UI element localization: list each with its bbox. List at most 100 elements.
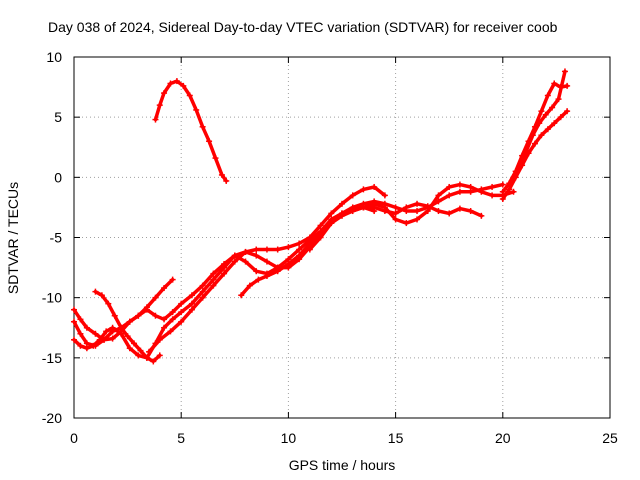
data-point [263,258,270,265]
data-point [92,342,99,349]
x-tick-label: 15 [388,430,404,446]
data-point [186,92,193,99]
data-point [143,304,150,311]
x-tick-label: 10 [281,430,297,446]
data-point [339,210,345,217]
data-point [199,294,206,301]
data-point [536,120,543,127]
data-point [446,210,453,217]
data-point [489,183,496,190]
series-arc-3 [71,200,485,361]
data-point [83,324,90,331]
series-arc-7 [238,181,517,299]
series-line [72,202,484,360]
data-point [435,192,442,199]
data-point [210,276,217,283]
data-point [317,222,324,229]
series-arc-10 [499,108,571,202]
data-point [381,200,388,207]
data-point [456,205,463,212]
data-point [135,352,142,359]
data-point [274,246,281,253]
y-tick-label: 0 [54,169,62,185]
data-point [263,246,270,253]
series-arc-11 [510,68,568,181]
data-point [253,268,260,275]
data-point [212,155,219,162]
data-point [446,183,453,190]
data-point [446,192,453,199]
data-point [561,68,568,75]
data-point [371,198,378,205]
data-point [143,354,150,361]
data-point [306,246,313,253]
data-point [317,234,324,241]
y-tick-label: 10 [46,49,62,65]
data-point [199,282,206,289]
x-tick-label: 0 [70,430,78,446]
data-point [101,336,108,343]
data-point [551,80,558,87]
x-tick-label: 20 [495,430,511,446]
data-point [467,188,474,195]
data-point [71,318,77,325]
data-point [414,200,421,207]
data-point [531,140,538,147]
data-point [103,328,110,335]
data-point [456,188,463,195]
series-arc-5 [92,288,163,365]
data-point [456,181,463,188]
data-point [169,309,176,316]
x-axis-label: GPS time / hours [289,457,396,473]
data-point [92,288,99,295]
data-point [435,198,442,205]
data-point [178,318,185,325]
series-arc-1 [152,78,230,184]
data-point [435,208,442,215]
data-point [242,258,249,265]
data-point [478,212,485,219]
data-point [71,306,77,313]
data-point [221,270,228,277]
data-point [296,246,303,253]
data-point [242,248,249,255]
data-point [392,216,399,223]
data-point [161,285,168,292]
y-tick-label: 5 [54,109,62,125]
data-point [156,102,163,109]
data-point [499,188,506,195]
series-line [308,182,505,252]
data-point [156,336,163,343]
data-point [109,335,116,342]
data-point [150,358,157,365]
data-point [263,273,270,280]
data-point [564,108,571,115]
data-point [77,316,84,323]
y-axis-label: SDTVAR / TECUs [5,182,21,294]
data-point [71,336,77,343]
data-point [188,306,195,313]
data-point [161,316,168,323]
grid [74,57,610,418]
data-point [564,82,571,89]
data-point [135,312,142,319]
y-tick-label: -5 [50,230,63,246]
data-point [557,114,564,121]
data-point [253,252,260,259]
data-point [371,183,378,190]
data-point [126,345,133,352]
data-point [221,264,228,271]
data-point [414,208,421,215]
data-point [199,288,206,295]
data-point [206,138,213,145]
data-point [161,324,168,331]
data-point [317,228,324,235]
data-point [137,347,144,354]
y-tick-label: -20 [42,410,62,426]
data-point [152,312,159,319]
data-point [210,282,217,289]
chart-title: Day 038 of 2024, Sidereal Day-to-day VTE… [48,19,558,35]
y-tick-label: -15 [42,350,62,366]
data-point [199,123,206,130]
